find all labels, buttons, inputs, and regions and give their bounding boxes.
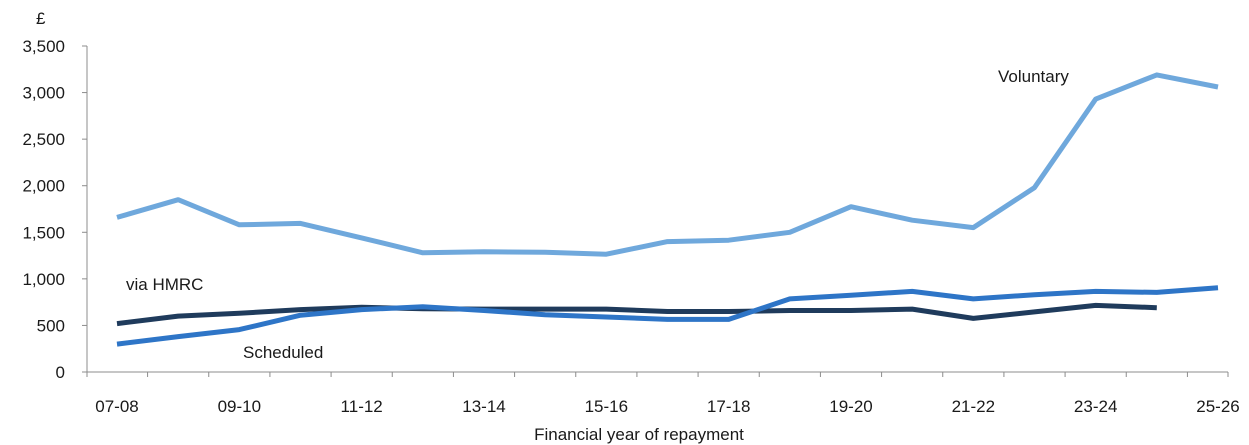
y-tick-label: 2,500 [22, 130, 65, 149]
y-unit-label: £ [36, 9, 46, 28]
y-tick-label: 0 [56, 363, 65, 382]
x-tick-label: 11-12 [341, 397, 383, 416]
x-tick-label: 09-10 [218, 397, 261, 416]
series-line-voluntary [116, 72, 1219, 257]
series-label-via-hmrc: via HMRC [126, 275, 203, 294]
x-tick-label: 23-24 [1074, 397, 1117, 416]
series-label-voluntary: Voluntary [998, 67, 1069, 86]
x-axis-title: Financial year of repayment [534, 425, 744, 444]
x-tick-label: 25-26 [1196, 397, 1239, 416]
x-tick-label: 21-22 [952, 397, 995, 416]
y-tick-label: 500 [37, 316, 65, 335]
x-tick-label: 19-20 [829, 397, 872, 416]
y-tick-label: 3,500 [22, 37, 65, 56]
y-tick-label: 1,000 [22, 270, 65, 289]
y-tick-label: 1,500 [22, 223, 65, 242]
y-tick-label: 2,000 [22, 177, 65, 196]
y-axis-ticks: 0 500 1,000 1,500 2,000 2,500 3,000 3,500 [22, 37, 87, 382]
series-line-via-hmrc [116, 302, 1157, 327]
series-line-scheduled [116, 285, 1219, 347]
x-tick-label: 13-14 [462, 397, 505, 416]
x-tick-label: 15-16 [585, 397, 628, 416]
x-axis-ticks: 07-08 09-10 11-12 13-14 15-16 17-18 19-20 21-22… [86, 372, 1240, 416]
series-lines [116, 72, 1219, 347]
x-tick-label: 17-18 [707, 397, 750, 416]
y-tick-label: 3,000 [22, 84, 65, 103]
series-label-scheduled: Scheduled [243, 343, 323, 362]
x-tick-label: 07-08 [95, 397, 138, 416]
